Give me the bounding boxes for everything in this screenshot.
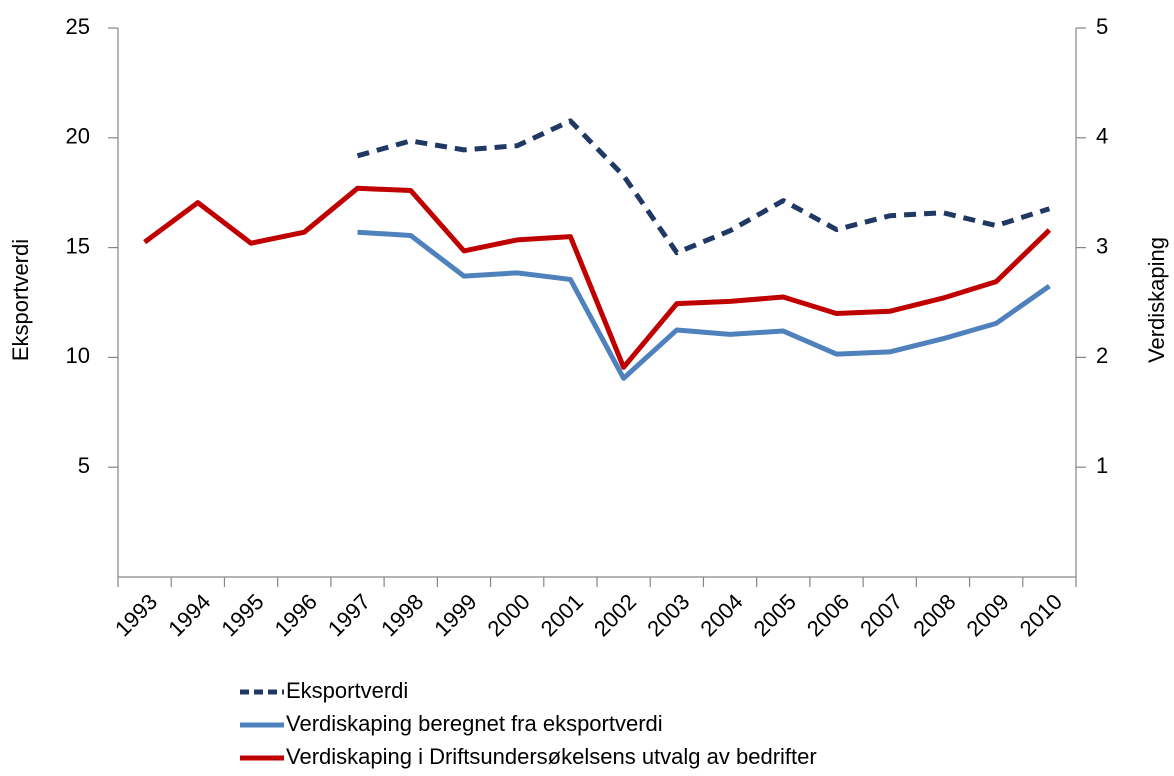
x-tick-label: 2010 — [1015, 589, 1067, 641]
x-tick-label: 1998 — [376, 589, 428, 641]
x-tick-label: 2005 — [749, 589, 801, 641]
x-tick-label: 1997 — [323, 589, 375, 641]
y-tick-label: 15 — [66, 233, 90, 258]
series-line — [357, 229, 1051, 381]
x-tick-label: 2004 — [695, 589, 747, 641]
legend-label: Eksportverdi — [286, 678, 408, 703]
y2-axis-label: Verdiskaping — [1144, 237, 1169, 363]
x-tick-label: 2002 — [589, 589, 641, 641]
series-line — [143, 185, 1052, 370]
x-tick-label: 2009 — [962, 589, 1014, 641]
x-tick-label: 2007 — [855, 589, 907, 641]
x-tick-label: 1994 — [163, 589, 215, 641]
y2-tick-label: 2 — [1096, 343, 1108, 368]
legend-label: Verdiskaping i Driftsundersøkelsens utva… — [286, 744, 817, 769]
x-tick-label: 2000 — [483, 589, 535, 641]
x-tick-label: 2001 — [536, 589, 588, 641]
y-tick-label: 10 — [66, 343, 90, 368]
x-tick-label: 2003 — [642, 589, 694, 641]
x-tick-label: 2006 — [802, 589, 854, 641]
x-tick-label: 2008 — [908, 589, 960, 641]
legend-label: Verdiskaping beregnet fra eksportverdi — [286, 711, 663, 736]
x-tick-label: 1993 — [110, 589, 162, 641]
y2-tick-label: 4 — [1096, 124, 1108, 149]
y2-tick-label: 5 — [1096, 14, 1108, 39]
y2-tick-label: 3 — [1096, 233, 1108, 258]
x-tick-label: 1999 — [429, 589, 481, 641]
y2-tick-label: 1 — [1096, 453, 1108, 478]
y-tick-label: 25 — [66, 14, 90, 39]
y-tick-label: 5 — [78, 453, 90, 478]
x-tick-label: 1996 — [270, 589, 322, 641]
series-line — [356, 118, 1051, 256]
y-axis-label: Eksportverdi — [8, 239, 33, 361]
y-tick-label: 20 — [66, 124, 90, 149]
x-tick-label: 1995 — [216, 589, 268, 641]
